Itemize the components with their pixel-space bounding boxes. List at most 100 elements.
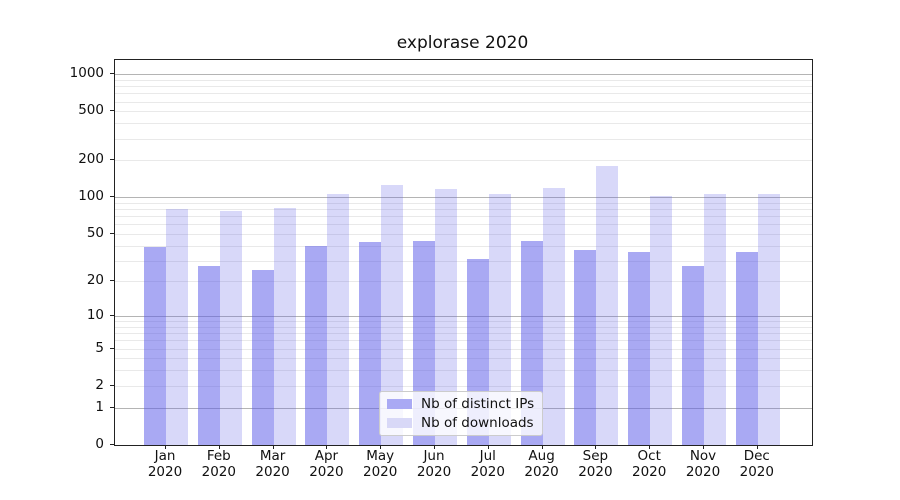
x-tick-month: Nov bbox=[689, 448, 717, 464]
x-tick-month: Jun bbox=[423, 448, 445, 464]
x-tick-jun bbox=[434, 445, 435, 449]
x-tick-feb bbox=[218, 445, 220, 449]
bar-ips-nov bbox=[682, 266, 704, 445]
y-tick-50 bbox=[110, 232, 114, 234]
x-tick-label-oct: Oct 2020 bbox=[620, 448, 678, 480]
legend-item-downloads: Nb of downloads bbox=[387, 415, 534, 431]
y-tick-label-0: 0 bbox=[95, 435, 104, 452]
x-tick-label-dec: Dec 2020 bbox=[728, 448, 786, 480]
x-tick-year: 2020 bbox=[685, 463, 721, 480]
y-tick-5 bbox=[110, 347, 114, 349]
gridline-minor-8 bbox=[115, 326, 812, 328]
x-tick-month: Mar bbox=[259, 448, 286, 464]
x-tick-label-nov: Nov 2020 bbox=[674, 448, 732, 480]
x-tick-year: 2020 bbox=[309, 463, 344, 480]
x-tick-month: Dec bbox=[743, 448, 770, 464]
x-tick-label-jul: Jul 2020 bbox=[459, 448, 517, 480]
x-tick-label-sep: Sep 2020 bbox=[566, 448, 624, 480]
y-tick-label-2: 2 bbox=[95, 376, 104, 393]
x-tick-month: Apr bbox=[314, 448, 339, 464]
bar-downloads-nov bbox=[704, 194, 726, 445]
bar-downloads-sep bbox=[596, 166, 619, 445]
x-tick-month: Feb bbox=[206, 448, 231, 464]
x-tick-label-mar: Mar 2020 bbox=[244, 448, 302, 480]
bar-downloads-feb bbox=[219, 210, 242, 445]
x-tick-jul bbox=[487, 445, 489, 449]
gridline-minor-30 bbox=[115, 260, 812, 262]
gridline-minor-70 bbox=[115, 216, 812, 218]
x-tick-year: 2020 bbox=[255, 463, 290, 480]
y-tick-1000 bbox=[110, 73, 114, 75]
y-tick-label-10: 10 bbox=[86, 307, 104, 324]
bar-downloads-mar bbox=[273, 208, 296, 445]
legend-label-downloads: Nb of downloads bbox=[421, 415, 534, 431]
y-tick-200 bbox=[110, 159, 114, 161]
y-tick-500 bbox=[110, 110, 114, 112]
x-tick-label-jan: Jan 2020 bbox=[136, 448, 194, 480]
y-tick-label-1: 1 bbox=[95, 398, 104, 415]
bar-downloads-dec bbox=[757, 193, 780, 445]
bar-ips-may bbox=[359, 242, 382, 445]
gridline-minor-5 bbox=[115, 348, 812, 350]
y-tick-1 bbox=[110, 406, 114, 408]
gridline-minor-80 bbox=[115, 209, 812, 210]
x-tick-year: 2020 bbox=[632, 463, 667, 480]
x-tick-month: Jul bbox=[479, 448, 496, 464]
x-tick-label-feb: Feb 2020 bbox=[190, 448, 248, 480]
y-tick-20 bbox=[110, 280, 114, 282]
x-tick-mar bbox=[272, 445, 274, 449]
x-tick-year: 2020 bbox=[470, 463, 505, 480]
gridline-minor-60 bbox=[115, 224, 812, 226]
bar-ips-mar bbox=[251, 270, 274, 445]
gridline-minor-300 bbox=[115, 138, 812, 140]
gridline-minor-7 bbox=[115, 333, 812, 335]
gridline-minor-3 bbox=[115, 370, 812, 372]
gridline-minor-200 bbox=[115, 160, 812, 162]
gridline-minor-90 bbox=[115, 202, 812, 204]
x-tick-sep bbox=[595, 445, 597, 449]
bar-ips-apr bbox=[305, 246, 328, 445]
x-tick-year: 2020 bbox=[578, 463, 613, 480]
x-tick-year: 2020 bbox=[363, 463, 398, 480]
x-tick-year: 2020 bbox=[147, 463, 183, 480]
legend-swatch-distinct-ips bbox=[387, 399, 412, 409]
y-tick-10 bbox=[110, 315, 114, 317]
y-tick-label-200: 200 bbox=[78, 151, 104, 168]
x-tick-may bbox=[380, 445, 382, 449]
bar-downloads-jul bbox=[488, 194, 511, 445]
y-tick-100 bbox=[110, 196, 114, 198]
y-tick-label-1000: 1000 bbox=[69, 65, 104, 82]
gridline-minor-40 bbox=[115, 245, 812, 247]
y-tick-label-20: 20 bbox=[86, 272, 104, 289]
y-tick-label-500: 500 bbox=[78, 102, 104, 119]
gridline-minor-20 bbox=[115, 281, 812, 283]
x-tick-label-aug: Aug 2020 bbox=[513, 448, 571, 480]
bar-downloads-apr bbox=[327, 194, 350, 445]
gridline-major-10 bbox=[115, 316, 812, 318]
bar-ips-sep bbox=[574, 250, 597, 445]
legend-item-distinct-ips: Nb of distinct IPs bbox=[387, 396, 534, 412]
plot-area bbox=[114, 59, 813, 446]
gridline-minor-600 bbox=[115, 101, 812, 103]
y-tick-label-50: 50 bbox=[86, 224, 104, 241]
gridline-minor-900 bbox=[115, 79, 812, 81]
bar-downloads-oct bbox=[650, 196, 673, 445]
bar-ips-feb bbox=[197, 266, 220, 445]
gridline-minor-6 bbox=[115, 340, 812, 342]
gridline-minor-400 bbox=[115, 123, 812, 125]
gridline-minor-700 bbox=[115, 93, 812, 95]
gridline-minor-500 bbox=[115, 111, 812, 113]
y-tick-0 bbox=[110, 443, 114, 445]
x-tick-oct bbox=[649, 445, 651, 449]
x-tick-dec bbox=[756, 445, 758, 449]
x-tick-nov bbox=[703, 445, 704, 449]
x-tick-label-may: May 2020 bbox=[351, 448, 409, 480]
bar-downloads-jun bbox=[435, 189, 457, 445]
x-tick-year: 2020 bbox=[524, 463, 559, 480]
x-tick-label-apr: Apr 2020 bbox=[297, 448, 355, 480]
x-tick-month: Oct bbox=[637, 448, 661, 464]
bar-ips-dec bbox=[735, 251, 758, 445]
gridline-minor-4 bbox=[115, 358, 812, 360]
x-tick-month: Sep bbox=[582, 448, 609, 464]
legend-label-distinct-ips: Nb of distinct IPs bbox=[421, 396, 535, 412]
